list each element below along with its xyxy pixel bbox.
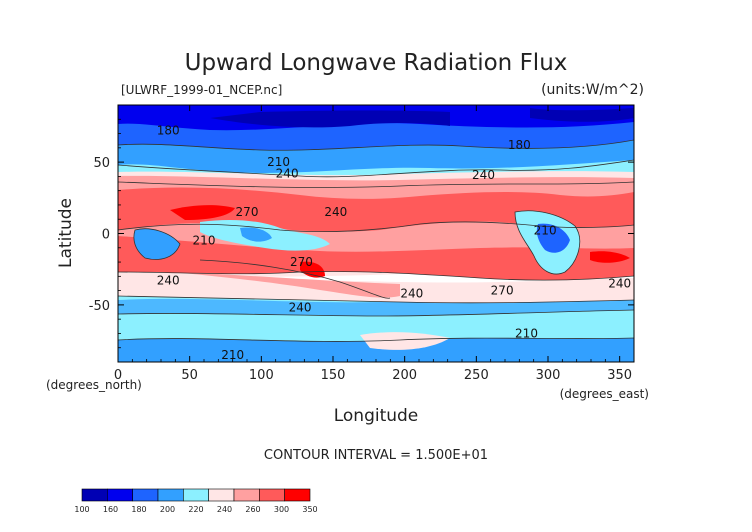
region-tropic-south-270 bbox=[118, 236, 634, 281]
contour-label: 210 bbox=[534, 224, 557, 238]
x-tick-label: 50 bbox=[181, 368, 198, 383]
contour-line bbox=[118, 181, 634, 188]
contour-label: 240 bbox=[289, 301, 312, 315]
colorbar-label: 180 bbox=[131, 505, 146, 514]
contour-line bbox=[118, 159, 634, 178]
contour-label: 240 bbox=[608, 276, 631, 290]
region-north-100b bbox=[530, 108, 634, 122]
y-axis-label: Latitude bbox=[56, 198, 76, 268]
x-unit-label: (degrees_east) bbox=[560, 387, 649, 401]
region-south-260 bbox=[118, 268, 400, 298]
contour-label: 180 bbox=[508, 138, 531, 152]
colorbar: 100 160 180 200 220 240 260 300 350 bbox=[74, 488, 318, 514]
x-tick-label: 300 bbox=[536, 368, 561, 383]
region-south-200 bbox=[118, 338, 634, 362]
colorbar-label: 100 bbox=[74, 505, 89, 514]
contour-line bbox=[133, 228, 181, 260]
contour-label: 210 bbox=[193, 234, 216, 248]
contour-label: 240 bbox=[157, 274, 180, 288]
contour-label: 240 bbox=[400, 286, 423, 300]
contour-label: 270 bbox=[236, 205, 259, 219]
contour-label: 240 bbox=[324, 205, 347, 219]
convection-africa bbox=[133, 228, 180, 260]
contour-label: 240 bbox=[276, 167, 299, 181]
y-tick-label: 0 bbox=[102, 228, 110, 243]
contour-line bbox=[199, 259, 391, 299]
y-tick-label: 50 bbox=[93, 156, 110, 171]
y-unit-label: (degrees_north) bbox=[46, 378, 142, 392]
colorbar-swatch bbox=[183, 488, 209, 502]
contour-line bbox=[118, 295, 634, 304]
y-tick-label: -50 bbox=[89, 299, 110, 314]
colorbar-label: 350 bbox=[302, 505, 317, 514]
units-label: (units:W/m^2) bbox=[541, 82, 644, 98]
contour-label: 210 bbox=[267, 155, 290, 169]
hotspot-africa-north bbox=[170, 205, 235, 220]
x-axis-label: Longitude bbox=[334, 406, 419, 426]
contour-line bbox=[118, 309, 634, 317]
contour-label: 270 bbox=[491, 284, 514, 298]
colorbar-label: 220 bbox=[188, 505, 203, 514]
contour-label: 270 bbox=[290, 255, 313, 269]
region-tropic-north-270 bbox=[118, 187, 634, 232]
contour-line bbox=[514, 210, 581, 275]
x-tick-label: 0 bbox=[114, 368, 122, 383]
contour-interval-note: CONTOUR INTERVAL = 1.500E+01 bbox=[264, 448, 488, 463]
convection-amazon-core bbox=[536, 223, 570, 253]
colorbar-swatch bbox=[259, 488, 285, 502]
contour-lines bbox=[118, 139, 634, 342]
chart-title: Upward Longwave Radiation Flux bbox=[185, 50, 568, 76]
colorbar-swatch bbox=[107, 488, 133, 502]
colorbar-swatch bbox=[81, 488, 108, 502]
contour-label: 180 bbox=[157, 124, 180, 138]
contour-label: 210 bbox=[221, 348, 244, 362]
x-tick-label: 200 bbox=[392, 368, 417, 383]
colorbar-swatch bbox=[208, 488, 235, 502]
contour-label: 240 bbox=[472, 168, 495, 182]
colorbar-label: 160 bbox=[103, 505, 118, 514]
colorbar-label: 300 bbox=[274, 505, 289, 514]
colorbar-swatch bbox=[284, 488, 311, 502]
contour-line bbox=[118, 337, 634, 342]
x-tick-label: 100 bbox=[249, 368, 274, 383]
contour-label: 210 bbox=[515, 326, 538, 340]
file-label: [ULWRF_1999-01_NCEP.nc] bbox=[121, 83, 282, 97]
x-tick-label: 150 bbox=[321, 368, 346, 383]
convection-maritime-core bbox=[240, 227, 272, 242]
x-tick-label: 350 bbox=[607, 368, 632, 383]
region-north-100 bbox=[210, 110, 450, 128]
x-axis: 0 50 100 150 200 250 300 350 bbox=[114, 105, 632, 383]
colorbar-swatch bbox=[157, 488, 184, 502]
y-axis: 50 0 -50 bbox=[89, 118, 634, 349]
contour-line bbox=[118, 139, 634, 151]
colorbar-label: 200 bbox=[160, 505, 175, 514]
contour-line bbox=[118, 271, 634, 281]
colorbar-label: 240 bbox=[217, 505, 232, 514]
colorbar-swatch bbox=[132, 488, 159, 502]
x-tick-label: 250 bbox=[464, 368, 489, 383]
contour-line bbox=[118, 221, 634, 232]
hotspot-south-east bbox=[590, 251, 630, 263]
colorbar-swatch bbox=[233, 488, 260, 502]
region-south-240-patch bbox=[360, 332, 450, 350]
colorbar-label: 260 bbox=[245, 505, 260, 514]
